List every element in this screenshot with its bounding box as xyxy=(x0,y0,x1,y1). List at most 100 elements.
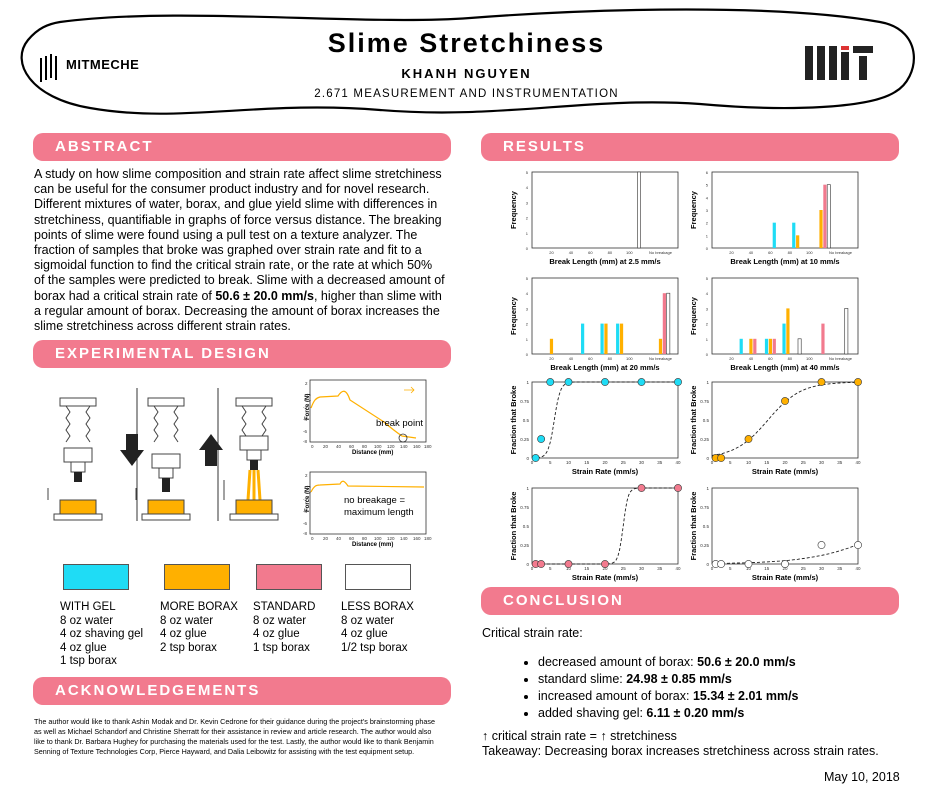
chart-xtick: 100 xyxy=(626,356,633,361)
chart-xtick: 15 xyxy=(764,460,770,465)
chart-bar xyxy=(768,338,772,354)
chart-xtick: 20 xyxy=(602,566,608,571)
chart-point xyxy=(601,378,609,386)
chart-xtick: 40 xyxy=(749,250,754,255)
legend-text-more-borax: MORE BORAX 8 oz water 4 oz glue 2 tsp borax xyxy=(160,601,238,654)
force-plot-2-xtick: 100 xyxy=(374,536,382,541)
chart-point xyxy=(717,560,726,568)
force-plot-1-ytick: -8 xyxy=(303,439,307,444)
chart-xtick: 20 xyxy=(729,356,734,361)
chart-ytick: 0.5 xyxy=(703,524,710,529)
chart-point xyxy=(744,560,753,568)
fraction-plot-standard: Fraction that Broke Strain Rate (mm/s) 0 5 1… xyxy=(509,484,682,582)
plot-frame xyxy=(531,381,679,459)
force-plot-2-xtick: 0 xyxy=(311,536,314,541)
chart-point xyxy=(674,484,682,492)
chart-bar xyxy=(772,222,776,248)
poster-course: 2.671 MEASUREMENT AND INSTRUMENTATION xyxy=(314,88,619,100)
chart-point xyxy=(817,378,826,386)
chart-ytick: 0.75 xyxy=(700,505,709,510)
chart-ytick: 5 xyxy=(526,170,529,175)
acknowledgements-heading: ACKNOWLEDGEMENTS xyxy=(33,677,451,705)
force-plot-1-ylabel: Force (N) xyxy=(305,394,311,420)
chart-ytick: 5 xyxy=(706,183,709,188)
chart-xtick: 5 xyxy=(549,566,552,571)
force-plot-1-ytick: -6 xyxy=(303,429,307,434)
legend-swatch-more-borax xyxy=(164,564,230,590)
chart-ytick: 4 xyxy=(526,291,529,296)
force-plot-1-ytick: -4 xyxy=(303,417,307,422)
chart-xtick: 0 xyxy=(711,460,714,465)
chart-xtick: 80 xyxy=(608,356,613,361)
chart-bar xyxy=(792,222,796,248)
fraction-plot-less-borax: Fraction that Broke Strain Rate (mm/s) 0 5 1… xyxy=(689,486,862,582)
chart-xtick: 60 xyxy=(588,356,593,361)
chart-xtick: 35 xyxy=(657,566,663,571)
chart-xlabel: Break Length (mm) at 10 mm/s xyxy=(730,257,839,266)
chart-ytick: 5 xyxy=(706,276,709,281)
chart-bar xyxy=(600,323,604,354)
chart-xtick: 10 xyxy=(746,460,752,465)
conclusion-heading-text: Critical strain rate: xyxy=(482,626,583,640)
conclusion-item: added shaving gel: 6.11 ± 0.20 mm/s xyxy=(538,705,900,722)
force-plot-1-xtick: 180 xyxy=(424,444,432,449)
force-plot-1-xtick: 80 xyxy=(362,444,368,449)
force-plot-1-xtick: 140 xyxy=(400,444,408,449)
conclusion-heading: CONCLUSION xyxy=(481,587,899,615)
chart-ytick: 0.25 xyxy=(520,437,529,442)
chart-ytick: 0.75 xyxy=(520,505,529,510)
chart-xtick: 0 xyxy=(531,566,534,571)
chart-point xyxy=(531,454,540,462)
conclusion-relation: ↑ critical strain rate = ↑ stretchiness xyxy=(482,729,677,743)
chart-xtick: 5 xyxy=(549,460,552,465)
histogram-20: Frequency Break Length (mm) at 20 mm/s 0 1 2… xyxy=(509,276,679,372)
force-plot-2-xtick: 120 xyxy=(387,536,395,541)
chart-xtick: 20 xyxy=(602,460,608,465)
fraction-plot-more-borax: Fraction that Broke Strain Rate (mm/s) 0 5 1… xyxy=(689,378,862,476)
chart-xtick: 20 xyxy=(782,460,788,465)
chart-ytick: 1 xyxy=(526,231,529,236)
chart-xlabel: Break Length (mm) at 2.5 mm/s xyxy=(549,257,660,266)
results-heading: RESULTS xyxy=(481,133,899,161)
chart-ytick: 0 xyxy=(526,456,529,461)
fraction-plot-gel: Fraction that Broke Strain Rate (mm/s) 0 5 1… xyxy=(509,378,682,476)
force-plot-1-xtick: 160 xyxy=(413,444,421,449)
force-plot-1-ytick: -2 xyxy=(303,405,307,410)
legend-text-less-borax: LESS BORAX 8 oz water 4 oz glue 1/2 tsp bor… xyxy=(341,601,414,654)
force-plot-1-xtick: 40 xyxy=(336,444,342,449)
chart-xtick: 10 xyxy=(746,566,752,571)
chart-bar xyxy=(549,338,554,354)
chart-bar xyxy=(658,338,663,354)
break-point-annotation: break point xyxy=(376,418,423,429)
chart-ytick: 1 xyxy=(526,486,529,491)
force-plot-2-xtick: 180 xyxy=(424,536,432,541)
chart-bar xyxy=(797,338,802,355)
chart-xtick: 20 xyxy=(549,250,554,255)
chart-bar xyxy=(753,338,757,354)
chart-xtick: 25 xyxy=(621,566,627,571)
chart-ytick: 1 xyxy=(706,233,709,238)
chart-ylabel: Fraction that Broke xyxy=(509,492,518,561)
chart-xtick: 30 xyxy=(639,566,645,571)
force-plot-break: Force (N) Distance (mm) break point 0 20… xyxy=(303,379,432,456)
chart-ytick: 3 xyxy=(526,200,529,205)
force-plot-2-ytick: -2 xyxy=(303,497,307,502)
chart-ytick: 3 xyxy=(706,306,709,311)
chart-ytick: 1 xyxy=(526,337,529,342)
chart-bar xyxy=(739,338,743,354)
abstract-heading: ABSTRACT xyxy=(33,133,451,161)
chart-xtick: No breakage xyxy=(649,250,673,255)
force-plot-2-xtick: 60 xyxy=(349,536,355,541)
force-plot-2-xtick: 80 xyxy=(362,536,368,541)
chart-xtick: 80 xyxy=(608,250,613,255)
force-plot-2-xtick: 20 xyxy=(323,536,329,541)
chart-bar xyxy=(637,171,641,249)
chart-bar xyxy=(581,323,585,354)
chart-point xyxy=(537,560,546,568)
histogram-40: Frequency Break Length (mm) at 40 mm/s 0 1 2… xyxy=(689,276,859,372)
chart-xtick: 40 xyxy=(675,460,681,465)
chart-xtick: 40 xyxy=(855,460,861,465)
chart-ylabel: Frequency xyxy=(689,296,698,335)
mitmeche-logo-icon xyxy=(40,54,57,82)
poster-author: KHANH NGUYEN xyxy=(401,66,532,81)
